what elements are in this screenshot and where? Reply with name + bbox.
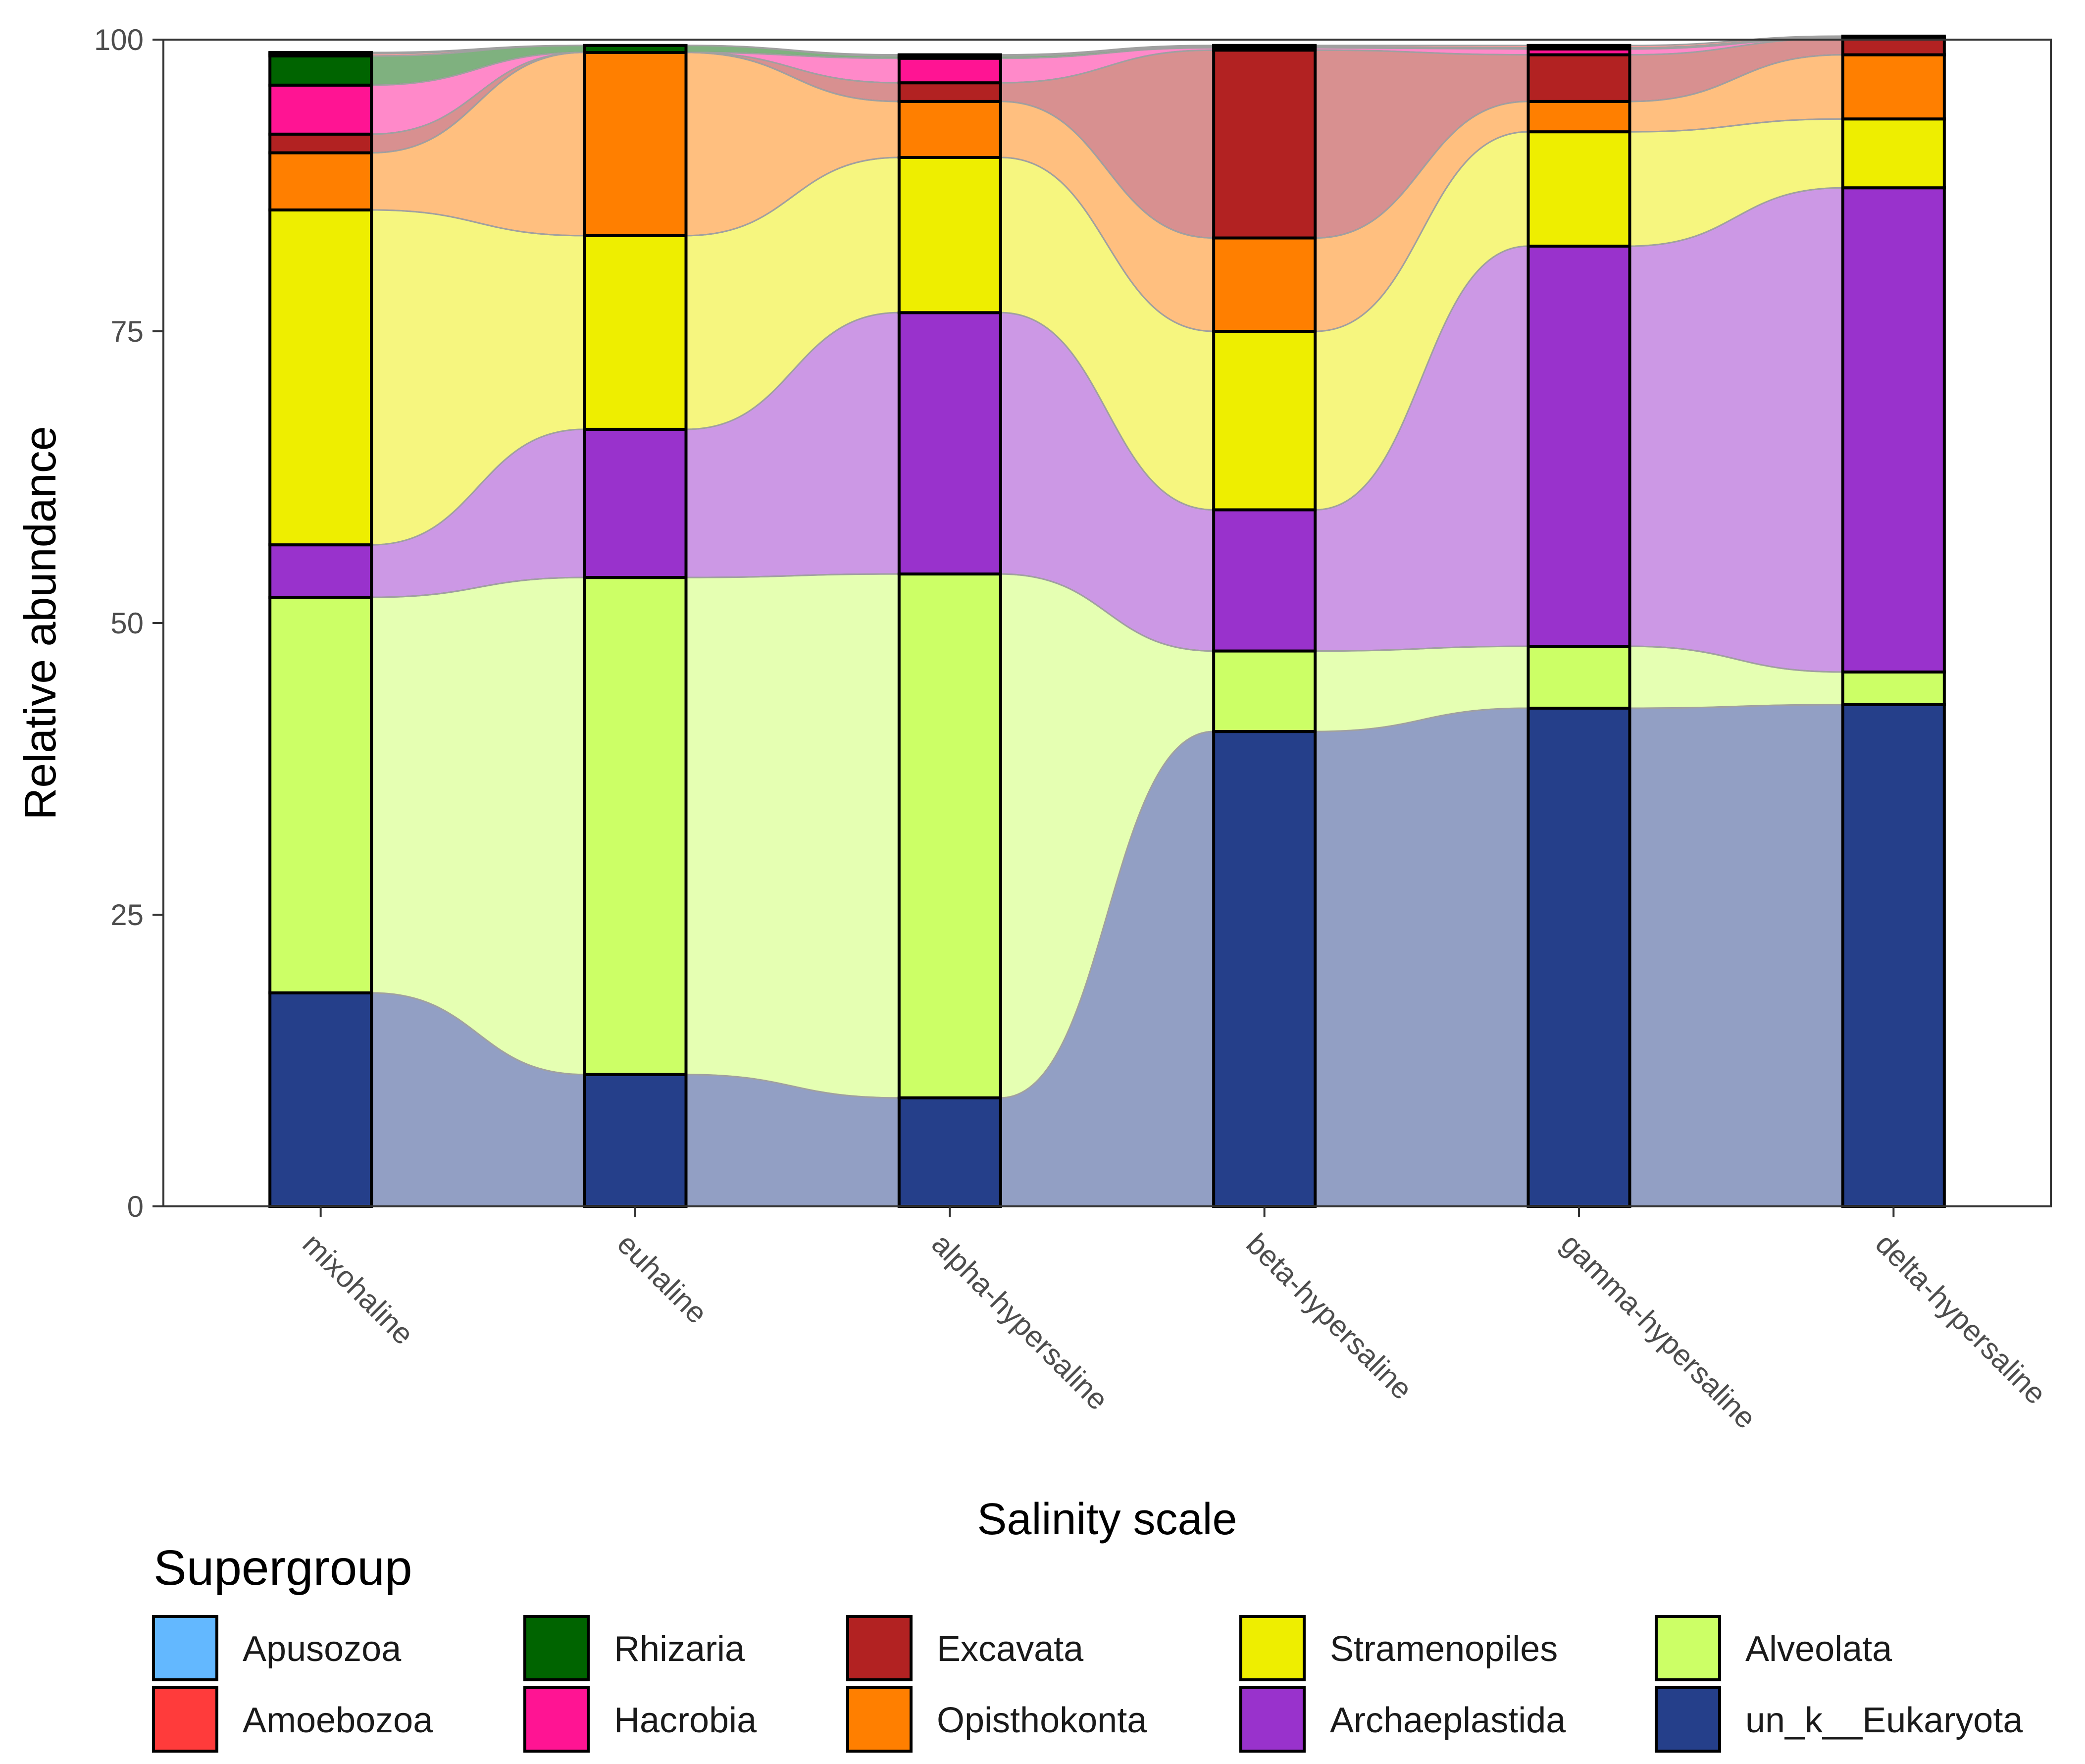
bar-segment-archaeplastida-gamma-hypersaline — [1526, 245, 1631, 648]
bar-segment-excavata-delta-hypersaline — [1841, 37, 1946, 56]
x-tick-label-delta-hypersaline: delta-hypersaline — [1869, 1227, 2052, 1410]
bar-segment-opisthokonta-gamma-hypersaline — [1526, 100, 1631, 134]
bar-segment-excavata-alpha-hypersaline — [897, 81, 1002, 103]
bar-segment-stramenopiles-delta-hypersaline — [1841, 117, 1946, 190]
y-tick-label: 50 — [110, 607, 144, 640]
bar-segment-stramenopiles-euhaline — [583, 234, 688, 431]
bar-segment-opisthokonta-beta-hypersaline — [1212, 236, 1317, 333]
bar-segment-un-k-eukaryota-beta-hypersaline — [1212, 730, 1317, 1208]
bar-segment-alveolata-delta-hypersaline — [1841, 670, 1946, 706]
x-tick-label-alpha-hypersaline: alpha-hypersaline — [925, 1227, 1115, 1416]
x-tick-label-euhaline: euhaline — [611, 1227, 714, 1330]
bar-segment-opisthokonta-euhaline — [583, 51, 688, 237]
legend-label-amoebozoa: Amoebozoa — [243, 1701, 433, 1740]
bar-segment-alveolata-alpha-hypersaline — [897, 572, 1002, 1099]
legend-label-alveolata: Alveolata — [1745, 1629, 1892, 1669]
legend-label-opisthokonta: Opisthokonta — [937, 1701, 1147, 1740]
flow-amoebozoa-4 — [1314, 45, 1529, 49]
bar-segment-rhizaria-mixohaline — [268, 54, 373, 87]
x-axis: mixohaline euhaline alpha-hypersaline beta-… — [296, 1206, 2053, 1435]
bar-segment-stramenopiles-alpha-hypersaline — [897, 156, 1002, 314]
bar-segment-hacrobia-mixohaline — [268, 83, 373, 136]
bar-segment-archaeplastida-alpha-hypersaline — [897, 311, 1002, 576]
legend-label-hacrobia: Hacrobia — [614, 1701, 757, 1740]
legend-label-apusozoa: Apusozoa — [243, 1629, 402, 1669]
y-tick-label: 100 — [94, 23, 144, 56]
flow-un-k-eukaryota-5 — [1629, 704, 1844, 1207]
legend-title: Supergroup — [153, 1540, 412, 1596]
bar-segment-excavata-mixohaline — [268, 132, 373, 155]
bar-segment-un-k-eukaryota-alpha-hypersaline — [897, 1096, 1002, 1208]
legend-label-stramenopiles: Stramenopiles — [1330, 1629, 1558, 1669]
bar-segment-apusozoa-mixohaline — [268, 51, 373, 55]
bar-segment-un-k-eukaryota-delta-hypersaline — [1841, 703, 1946, 1208]
flow-alveolata-2 — [685, 573, 900, 1099]
legend-swatch-archaeplastida — [1239, 1686, 1306, 1753]
bar-segment-archaeplastida-beta-hypersaline — [1212, 508, 1317, 653]
legend-label-excavata: Excavata — [937, 1629, 1084, 1669]
legend-swatch-stramenopiles — [1239, 1615, 1306, 1681]
legend-swatch-opisthokonta — [846, 1686, 913, 1753]
bar-segment-opisthokonta-mixohaline — [268, 151, 373, 211]
legend-swatch-excavata — [846, 1615, 913, 1681]
bar-segment-un-k-eukaryota-gamma-hypersaline — [1526, 706, 1631, 1208]
flow-un-k-eukaryota-4 — [1314, 707, 1529, 1207]
legend-label-un-k-eukaryota: un_k__Eukaryota — [1745, 1701, 2023, 1740]
bar-segment-excavata-beta-hypersaline — [1212, 49, 1317, 240]
y-tick-label: 25 — [110, 898, 144, 932]
bar-segment-hacrobia-alpha-hypersaline — [897, 56, 1002, 85]
legend-label-rhizaria: Rhizaria — [614, 1629, 745, 1669]
legend-swatch-alveolata — [1655, 1615, 1721, 1681]
bar-segment-stramenopiles-mixohaline — [268, 208, 373, 547]
bar-segment-excavata-gamma-hypersaline — [1526, 53, 1631, 103]
legend-swatch-un-k-eukaryota — [1655, 1686, 1721, 1753]
legend: Supergroup Apusozoa Amoebozoa Rhizaria Hacr… — [152, 1540, 2023, 1753]
x-tick-label-gamma-hypersaline: gamma-hypersaline — [1555, 1227, 1763, 1435]
bar-segment-alveolata-euhaline — [583, 576, 688, 1076]
y-tick-label: 75 — [110, 315, 144, 348]
y-axis: 0 25 50 75 100 — [94, 23, 163, 1223]
legend-swatch-amoebozoa — [152, 1686, 218, 1753]
bar-segment-amoebozoa-delta-hypersaline — [1841, 34, 1946, 39]
bar-segment-archaeplastida-delta-hypersaline — [1841, 186, 1946, 674]
legend-swatch-hacrobia — [523, 1686, 590, 1753]
y-axis-title: Relative abundance — [16, 426, 65, 820]
legend-swatch-apusozoa — [152, 1615, 218, 1681]
bar-segment-archaeplastida-euhaline — [583, 427, 688, 579]
bar-segment-un-k-eukaryota-mixohaline — [268, 991, 373, 1208]
bar-segment-opisthokonta-delta-hypersaline — [1841, 53, 1946, 121]
x-tick-label-mixohaline: mixohaline — [296, 1227, 420, 1351]
x-tick-label-beta-hypersaline: beta-hypersaline — [1240, 1227, 1419, 1406]
flow-bands — [370, 35, 1844, 1207]
legend-swatch-rhizaria — [523, 1615, 590, 1681]
bar-segment-archaeplastida-mixohaline — [268, 543, 373, 599]
bar-segment-un-k-eukaryota-euhaline — [583, 1073, 688, 1208]
bar-segment-stramenopiles-gamma-hypersaline — [1526, 130, 1631, 248]
y-tick-label: 0 — [127, 1190, 144, 1223]
bar-segment-alveolata-beta-hypersaline — [1212, 649, 1317, 733]
bar-segment-amoebozoa-alpha-hypersaline — [897, 53, 1002, 57]
bar-segment-stramenopiles-beta-hypersaline — [1212, 330, 1317, 512]
x-axis-title: Salinity scale — [977, 1495, 1237, 1544]
bar-segment-alveolata-gamma-hypersaline — [1526, 645, 1631, 710]
bar-segment-rhizaria-euhaline — [583, 44, 688, 54]
bar-segment-alveolata-mixohaline — [268, 596, 373, 994]
bar-segment-opisthokonta-alpha-hypersaline — [897, 100, 1002, 159]
bar-segment-amoebozoa-beta-hypersaline — [1212, 44, 1317, 49]
flow-archaeplastida-5 — [1629, 187, 1844, 673]
bar-segment-amoebozoa-gamma-hypersaline — [1526, 44, 1631, 50]
legend-label-archaeplastida: Archaeplastida — [1330, 1701, 1566, 1740]
stacked-bars — [268, 34, 1946, 1208]
